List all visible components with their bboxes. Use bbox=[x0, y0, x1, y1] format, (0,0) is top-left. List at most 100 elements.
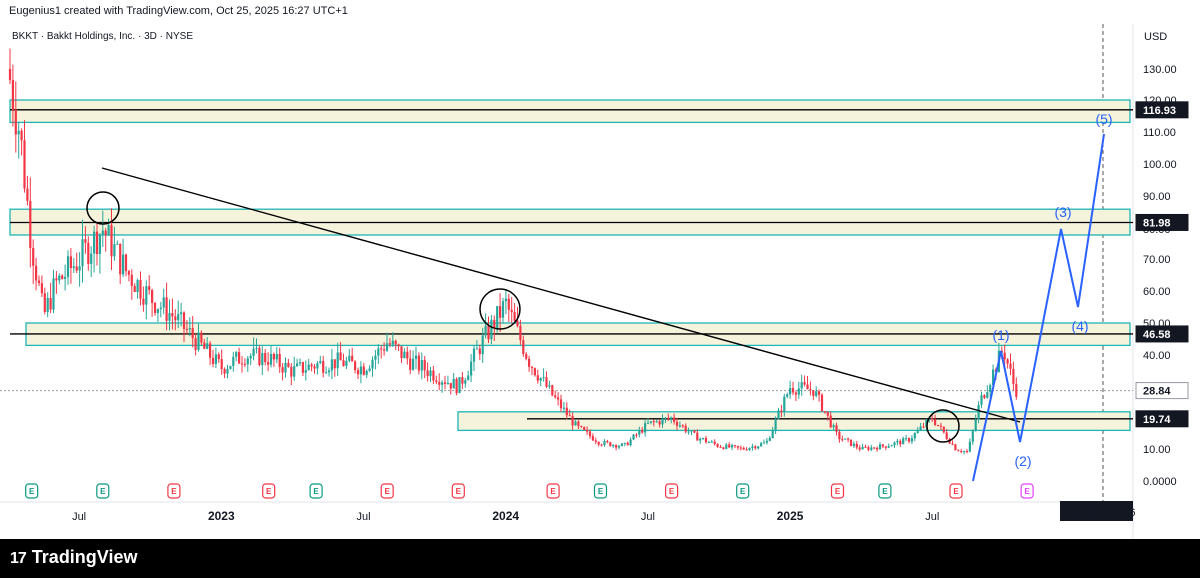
candle-body bbox=[168, 313, 171, 321]
candle-body bbox=[58, 275, 61, 281]
candle bbox=[791, 381, 795, 396]
candle bbox=[507, 293, 510, 323]
candle bbox=[878, 441, 882, 450]
candle-body bbox=[470, 361, 473, 376]
candle-body bbox=[139, 279, 142, 299]
candle-body bbox=[209, 343, 212, 358]
candle-body bbox=[617, 445, 621, 448]
footer: 17 TradingView bbox=[0, 539, 1200, 578]
candle-body bbox=[478, 348, 481, 355]
candle-body bbox=[368, 368, 371, 371]
x-tick-label: 2024 bbox=[492, 509, 519, 523]
earnings-badge-bg bbox=[593, 483, 608, 499]
brand-name: TradingView bbox=[31, 547, 138, 567]
candle-body bbox=[797, 388, 800, 395]
earnings-badge-icon: E bbox=[96, 483, 110, 499]
candle bbox=[765, 438, 768, 445]
candle bbox=[977, 401, 980, 424]
candle bbox=[458, 377, 461, 394]
candle-body bbox=[600, 444, 603, 446]
candle-body bbox=[55, 278, 58, 281]
candle-body bbox=[548, 385, 551, 387]
candle bbox=[194, 333, 197, 356]
candle-body bbox=[583, 427, 586, 430]
candle bbox=[487, 316, 490, 343]
candle-body bbox=[339, 352, 342, 361]
candle bbox=[525, 352, 528, 361]
candle bbox=[269, 345, 273, 368]
price-chart[interactable]: 0.000010.0020.0030.0040.0050.0060.0070.0… bbox=[0, 24, 1200, 539]
candle bbox=[533, 367, 536, 377]
candle bbox=[922, 422, 925, 429]
candle bbox=[890, 444, 893, 447]
candle-body bbox=[493, 319, 496, 329]
price-label-box bbox=[1135, 325, 1189, 343]
candle-body bbox=[258, 347, 261, 365]
candle-body bbox=[124, 254, 128, 272]
candle-body bbox=[348, 355, 351, 361]
candle bbox=[847, 437, 850, 443]
candle bbox=[670, 416, 673, 424]
candle-body bbox=[229, 366, 232, 370]
candle bbox=[238, 347, 241, 364]
candle bbox=[887, 443, 890, 449]
candle bbox=[252, 337, 255, 361]
price-label: 28.84 bbox=[1143, 386, 1171, 398]
candle-body bbox=[777, 410, 780, 419]
candle-body bbox=[667, 417, 670, 419]
candle bbox=[864, 444, 867, 448]
price-label: 81.98 bbox=[1143, 217, 1171, 229]
candle bbox=[127, 269, 130, 282]
candle-body bbox=[710, 441, 713, 443]
candle bbox=[823, 410, 826, 414]
candle bbox=[745, 447, 748, 451]
x-tick-label: Jul bbox=[72, 511, 86, 523]
wave-label: (4) bbox=[1071, 318, 1088, 334]
candle bbox=[809, 381, 812, 396]
candle-body bbox=[313, 366, 316, 369]
candle-body bbox=[206, 343, 209, 349]
candle bbox=[319, 355, 322, 365]
candle bbox=[574, 420, 577, 426]
candle bbox=[646, 417, 650, 425]
candle bbox=[449, 382, 452, 395]
candle-body bbox=[72, 266, 75, 268]
earnings-badge-letter: E bbox=[100, 487, 106, 496]
earnings-badge-icon: E bbox=[546, 483, 560, 499]
candle-body bbox=[594, 440, 597, 442]
chart-panel[interactable]: 0.000010.0020.0030.0040.0050.0060.0070.0… bbox=[0, 24, 1200, 539]
candle-body bbox=[713, 441, 716, 444]
candle bbox=[899, 439, 902, 448]
candle bbox=[8, 48, 12, 85]
candle-body bbox=[191, 328, 194, 339]
candle bbox=[359, 361, 362, 384]
candle bbox=[583, 426, 586, 431]
candle-body bbox=[745, 449, 748, 451]
candle-body bbox=[812, 390, 815, 396]
candle bbox=[325, 366, 328, 374]
candle-body bbox=[591, 436, 594, 441]
candle-body bbox=[214, 354, 217, 364]
candle bbox=[342, 353, 345, 367]
candle bbox=[472, 345, 476, 372]
candle bbox=[333, 359, 336, 377]
candle bbox=[330, 348, 333, 380]
candle bbox=[162, 288, 165, 315]
candle bbox=[423, 355, 426, 379]
candle-body bbox=[356, 370, 360, 375]
earnings-badge-bg bbox=[262, 483, 276, 499]
candle-body bbox=[496, 306, 499, 329]
earnings-badge-icon: E bbox=[167, 483, 181, 499]
earnings-badge-letter: E bbox=[598, 487, 604, 496]
candle bbox=[438, 373, 441, 391]
candle bbox=[719, 444, 722, 448]
candle bbox=[310, 362, 313, 372]
candle bbox=[623, 442, 626, 447]
tradingview-logo[interactable]: 17 TradingView bbox=[10, 547, 138, 568]
candle-body bbox=[847, 438, 850, 440]
candle bbox=[557, 392, 560, 406]
candle-body bbox=[298, 362, 302, 364]
candle-body bbox=[69, 256, 72, 268]
earnings-badge-letter: E bbox=[550, 487, 556, 496]
candle-body bbox=[156, 309, 159, 313]
